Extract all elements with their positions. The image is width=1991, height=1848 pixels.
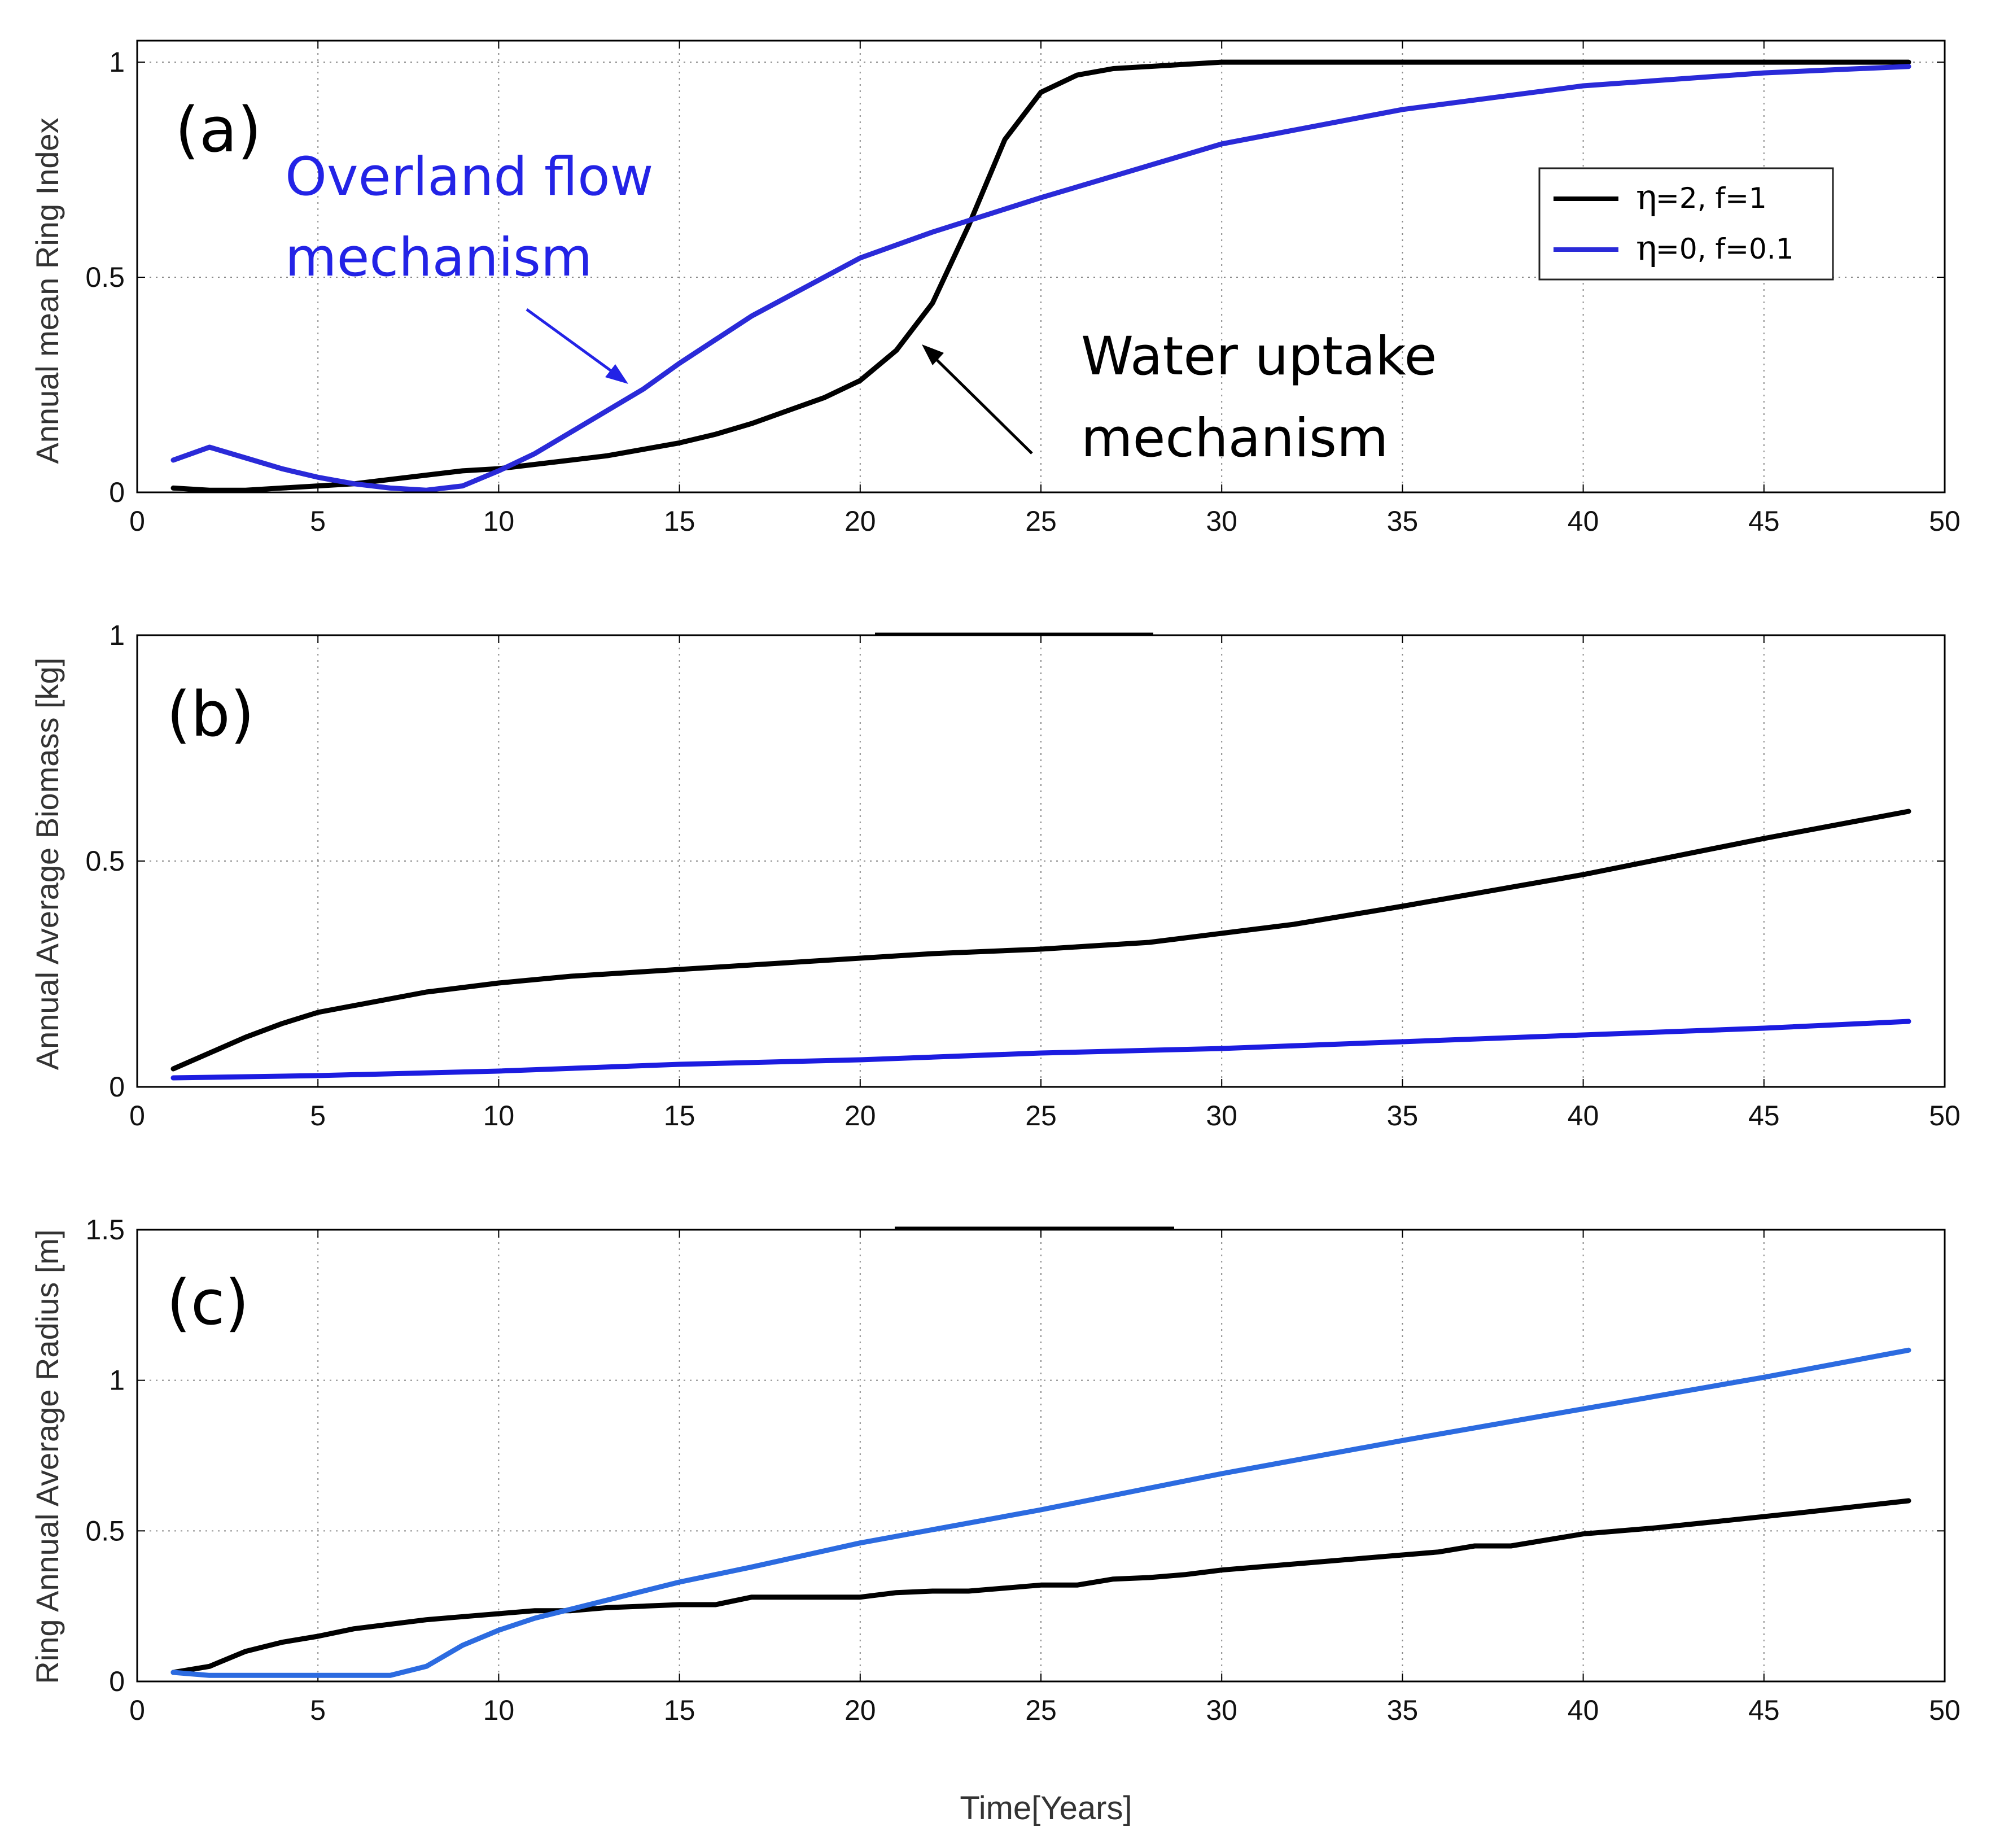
legend-eta-symbol-2: η — [1636, 227, 1657, 268]
x-tick-label: 20 — [844, 1100, 876, 1131]
overland-flow-label-line2: mechanism — [285, 227, 593, 289]
legend: η =2, f=1 η =0, f=0.1 — [1538, 167, 1834, 281]
legend-box — [1538, 167, 1834, 281]
series-line-eta0-f0.1 — [170, 64, 1911, 493]
plot-area-1: 0 5 10 15 20 25 30 35 40 45 50 0 0.5 1 — [85, 619, 1960, 1131]
panel-c-y-axis-label: Ring Annual Average Radius [m] — [29, 1229, 65, 1684]
overland-flow-label-line1: Overland flow — [285, 146, 654, 208]
y-tick-label: 0.5 — [85, 845, 125, 877]
y-tick-label: 0.5 — [85, 1515, 125, 1546]
water-uptake-annotation: Water uptake mechanism — [922, 326, 1437, 469]
axes-box — [136, 1229, 1946, 1683]
overland-flow-annotation: Overland flow mechanism — [285, 146, 654, 384]
overland-flow-arrow-line — [526, 308, 621, 379]
x-tick-label: 25 — [1025, 505, 1057, 537]
water-uptake-label-line2: mechanism — [1081, 408, 1389, 469]
x-tick-label: 5 — [310, 1100, 326, 1131]
x-tick-label: 35 — [1387, 1100, 1419, 1131]
x-tick-label: 20 — [844, 1694, 876, 1726]
y-tick-label: 0 — [109, 1666, 125, 1697]
x-tick-label: 45 — [1748, 1100, 1780, 1131]
x-tick-label: 15 — [664, 1694, 695, 1726]
panel-a-y-axis-label: Annual mean Ring Index — [29, 117, 65, 464]
panel-b-y-axis-label: Annual Average Biomass [kg] — [29, 658, 65, 1071]
legend-label-black: =2, f=1 — [1656, 182, 1767, 215]
x-tick-label: 30 — [1206, 1694, 1237, 1726]
y-tick-label: 1 — [109, 1365, 125, 1396]
x-tick-label: 25 — [1025, 1100, 1057, 1131]
x-tick-label: 5 — [310, 505, 326, 537]
series-line-eta2-f1 — [170, 809, 1911, 1072]
x-tick-label: 0 — [129, 1100, 145, 1131]
overland-flow-arrow-head — [605, 364, 628, 384]
x-tick-label: 10 — [483, 1100, 515, 1131]
x-tick-label: 50 — [1929, 1694, 1961, 1726]
panel-b-label: (b) — [167, 678, 255, 750]
x-tick-label: 5 — [310, 1694, 326, 1726]
x-tick-label: 40 — [1568, 1100, 1599, 1131]
x-tick-label: 45 — [1748, 505, 1780, 537]
y-tick-label: 0.5 — [85, 261, 125, 293]
y-tick-label: 0 — [109, 1071, 125, 1103]
x-tick-label: 35 — [1387, 505, 1419, 537]
x-tick-label: 0 — [129, 505, 145, 537]
x-tick-label: 50 — [1929, 505, 1961, 537]
water-uptake-label-line1: Water uptake — [1081, 326, 1437, 387]
plot-area-2: 0 5 10 15 20 25 30 35 40 45 50 0 0.5 1 1.5 — [85, 1214, 1960, 1726]
water-uptake-arrow-head — [922, 344, 944, 365]
y-tick-label: 0 — [109, 477, 125, 508]
legend-label-blue: =0, f=0.1 — [1656, 233, 1794, 265]
plot-area-0: 0 5 10 15 20 25 30 35 40 45 50 0 0.5 1 — [85, 40, 1961, 537]
series-line-eta2-f1 — [170, 1498, 1911, 1675]
x-tick-label: 40 — [1568, 505, 1599, 537]
y-tick-label: 1.5 — [85, 1214, 125, 1246]
panel-a-label: (a) — [175, 94, 261, 166]
legend-eta-symbol-1: η — [1636, 176, 1657, 217]
x-tick-label: 10 — [483, 1694, 515, 1726]
x-tick-label: 45 — [1748, 1694, 1780, 1726]
x-axis-label: Time[Years] — [960, 1790, 1132, 1827]
x-tick-label: 20 — [844, 505, 876, 537]
series-line-eta2-f1 — [170, 59, 1911, 493]
panel-c: 0 5 10 15 20 25 30 35 40 45 50 0 0.5 1 1.5 (c) Ring An… — [29, 1214, 1961, 1827]
water-uptake-arrow-line — [929, 352, 1033, 455]
x-tick-label: 30 — [1206, 505, 1237, 537]
x-tick-label: 35 — [1387, 1694, 1419, 1726]
x-tick-label: 50 — [1929, 1100, 1961, 1131]
x-tick-label: 15 — [664, 505, 695, 537]
series-line-eta0-f0.1 — [170, 1347, 1911, 1678]
axes-box — [136, 40, 1946, 493]
panel-c-label: (c) — [167, 1266, 249, 1339]
x-tick-label: 0 — [129, 1694, 145, 1726]
x-tick-label: 30 — [1206, 1100, 1237, 1131]
y-tick-label: 1 — [109, 46, 125, 78]
x-tick-label: 10 — [483, 505, 515, 537]
series-line-eta0-f0.1 — [170, 1019, 1911, 1081]
panel-b: 0 5 10 15 20 25 30 35 40 45 50 0 0.5 1 (b) Annual Ave… — [29, 619, 1961, 1131]
x-tick-label: 15 — [664, 1100, 695, 1131]
x-tick-label: 25 — [1025, 1694, 1057, 1726]
y-tick-label: 1 — [109, 619, 125, 651]
panel-a: 0 5 10 15 20 25 30 35 40 45 50 0 0.5 1 (a) Annual mea… — [29, 40, 1961, 537]
x-tick-label: 40 — [1568, 1694, 1599, 1726]
